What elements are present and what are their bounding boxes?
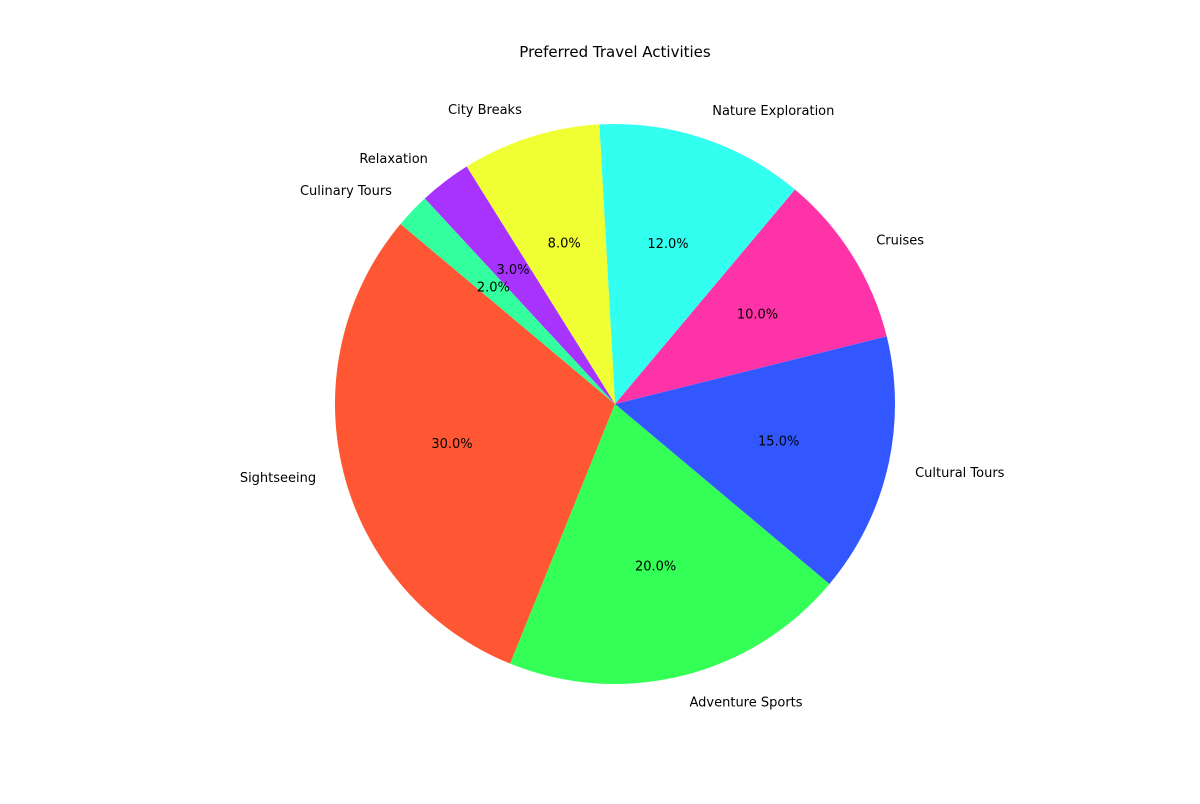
- pie-slice-culinary-tours: [400, 198, 615, 404]
- pct-label-nature-exploration: 12.0%: [647, 237, 688, 252]
- chart-title: Preferred Travel Activities: [519, 43, 711, 61]
- pct-label-city-breaks: 8.0%: [548, 236, 581, 251]
- pie-slices: [335, 124, 895, 684]
- pie-slice-cruises: [615, 189, 887, 404]
- slice-label-nature-exploration: Nature Exploration: [712, 104, 834, 119]
- slice-label-cultural-tours: Cultural Tours: [915, 466, 1005, 481]
- percentage-labels: 30.0% 20.0% 15.0% 10.0% 12.0% 8.0% 3.0% 2.0%: [431, 236, 799, 574]
- pie-slice-city-breaks: [466, 124, 615, 404]
- pct-label-sightseeing: 30.0%: [431, 437, 472, 452]
- pie-slice-nature-exploration: [599, 124, 795, 405]
- pct-label-culinary-tours: 2.0%: [477, 281, 510, 296]
- pie-slice-cultural-tours: [615, 336, 895, 584]
- slice-label-sightseeing: Sightseeing: [240, 471, 316, 486]
- slice-label-relaxation: Relaxation: [359, 152, 428, 167]
- slice-label-culinary-tours: Culinary Tours: [300, 184, 392, 199]
- pct-label-relaxation: 3.0%: [496, 263, 529, 278]
- slice-labels: Sightseeing Adventure Sports Cultural Tour…: [240, 103, 1005, 710]
- pie-slice-relaxation: [424, 166, 615, 404]
- pie-slice-adventure-sports: [510, 404, 830, 684]
- pct-label-cruises: 10.0%: [737, 307, 778, 322]
- pie-slice-sightseeing: [335, 224, 615, 664]
- pct-label-adventure-sports: 20.0%: [635, 560, 676, 575]
- slice-label-city-breaks: City Breaks: [448, 103, 522, 118]
- slice-label-cruises: Cruises: [876, 233, 924, 248]
- slice-label-adventure-sports: Adventure Sports: [690, 695, 803, 710]
- pct-label-cultural-tours: 15.0%: [758, 434, 799, 449]
